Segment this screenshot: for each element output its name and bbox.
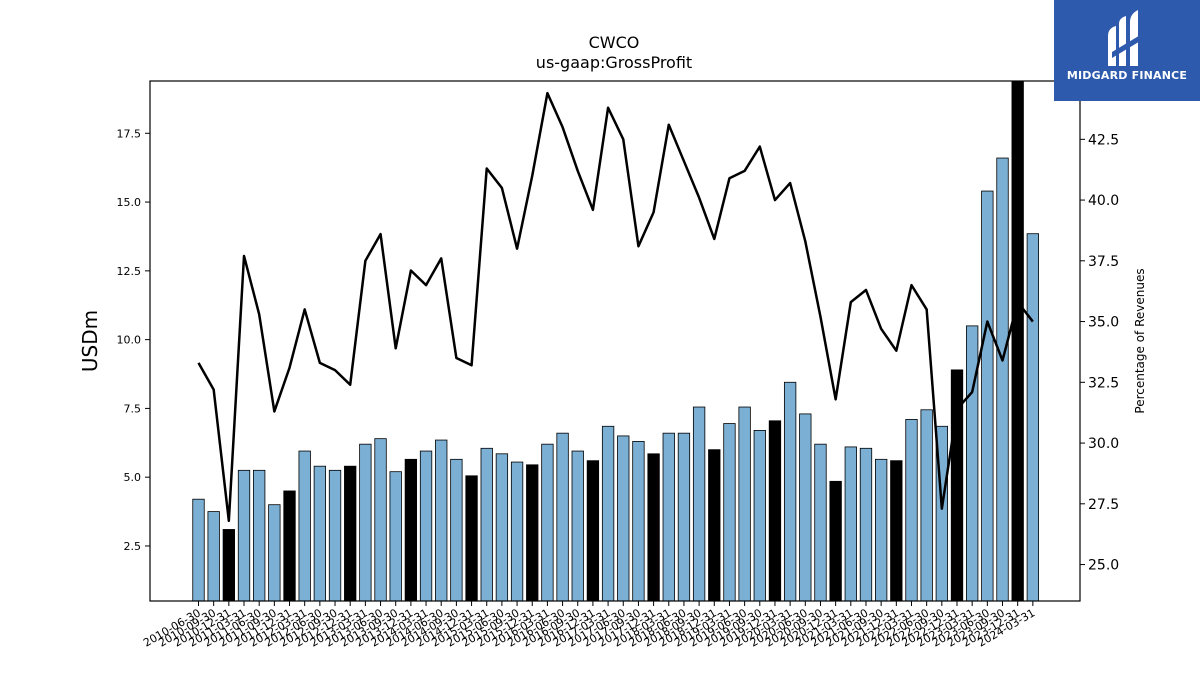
- y-tick-label: 5.0: [124, 471, 142, 484]
- brand-logo: MIDGARD FINANCE: [1054, 0, 1200, 101]
- y2-tick-label: 35.0: [1088, 315, 1119, 331]
- y2-tick-label: 42.5: [1088, 132, 1119, 148]
- bar: [890, 460, 903, 602]
- bar: [723, 423, 736, 602]
- bar: [389, 471, 402, 602]
- bar: [207, 511, 220, 602]
- bar: [996, 157, 1009, 602]
- bar: [510, 461, 524, 602]
- y2-tick-label: 27.5: [1088, 497, 1119, 513]
- x-axis: 2010-06-302010-09-302010-12-312011-03-31…: [141, 601, 1037, 650]
- chart-title: CWCO: [589, 33, 640, 52]
- y-tick-label: 17.5: [117, 127, 142, 140]
- bar: [344, 465, 357, 602]
- bar: [677, 432, 691, 602]
- y2-tick-label: 40.0: [1088, 193, 1119, 209]
- bar: [435, 439, 448, 602]
- y-axis-label: USDm: [78, 310, 102, 372]
- bar: [374, 438, 387, 602]
- bar: [283, 490, 296, 602]
- bar: [829, 480, 842, 602]
- bar: [222, 529, 235, 602]
- midgard-logo-icon: [1108, 10, 1142, 66]
- y-tick-label: 2.5: [124, 540, 142, 553]
- bar: [601, 425, 615, 602]
- bar: [632, 441, 645, 602]
- bar: [753, 430, 766, 602]
- bar: [844, 446, 857, 602]
- bar: [662, 432, 675, 602]
- bar: [404, 458, 418, 602]
- bar: [541, 443, 554, 602]
- bar: [768, 420, 782, 602]
- bar: [237, 469, 251, 602]
- bar: [647, 453, 660, 602]
- bar: [799, 413, 812, 602]
- bar: [905, 419, 918, 602]
- y2-tick-label: 30.0: [1088, 436, 1119, 452]
- y2-tick-label: 37.5: [1088, 254, 1119, 270]
- y-axis-left: 2.5 5.0 7.5 10.0 12.5 15.0 17.5: [117, 127, 150, 553]
- bar: [783, 381, 797, 602]
- plot-frame: [149, 80, 1081, 602]
- bar: [359, 443, 372, 602]
- y-axis-right: 25.0 27.5 30.0 32.5 35.0 37.5 40.0 42.5: [1080, 132, 1119, 574]
- bar: [814, 443, 827, 602]
- bar: [313, 465, 327, 602]
- bar-series: [192, 80, 1039, 602]
- bar: [328, 469, 342, 602]
- bar: [920, 409, 933, 602]
- bar: [859, 447, 873, 602]
- bar: [571, 450, 584, 602]
- bar: [465, 475, 478, 602]
- bar: [875, 458, 888, 602]
- bar: [480, 447, 493, 602]
- bar: [692, 406, 706, 602]
- bar: [419, 450, 433, 602]
- logo-text: MIDGARD FINANCE: [1066, 69, 1188, 82]
- bar: [268, 504, 281, 602]
- bar: [253, 469, 266, 602]
- bar: [708, 449, 721, 602]
- y2-tick-label: 32.5: [1088, 375, 1119, 391]
- bar: [298, 450, 311, 602]
- y-tick-label: 10.0: [117, 334, 142, 347]
- y-tick-label: 7.5: [124, 402, 142, 415]
- y-tick-label: 12.5: [117, 265, 142, 278]
- bar: [556, 432, 569, 602]
- y-tick-label: 15.0: [117, 196, 142, 209]
- bar: [192, 498, 205, 602]
- bar: [1011, 80, 1024, 602]
- bar: [1026, 233, 1039, 602]
- bar: [586, 460, 600, 602]
- percentage-line: [197, 91, 1034, 523]
- y2-axis-label: Percentage of Revenues: [1133, 268, 1147, 413]
- bar: [981, 190, 994, 602]
- bar: [966, 325, 979, 602]
- bar: [738, 406, 751, 602]
- bar: [617, 435, 630, 602]
- chart-subtitle: us-gaap:GrossProfit: [536, 53, 692, 72]
- bar: [526, 464, 539, 602]
- bar: [495, 453, 509, 602]
- y2-tick-label: 25.0: [1088, 558, 1119, 574]
- bar: [450, 458, 463, 602]
